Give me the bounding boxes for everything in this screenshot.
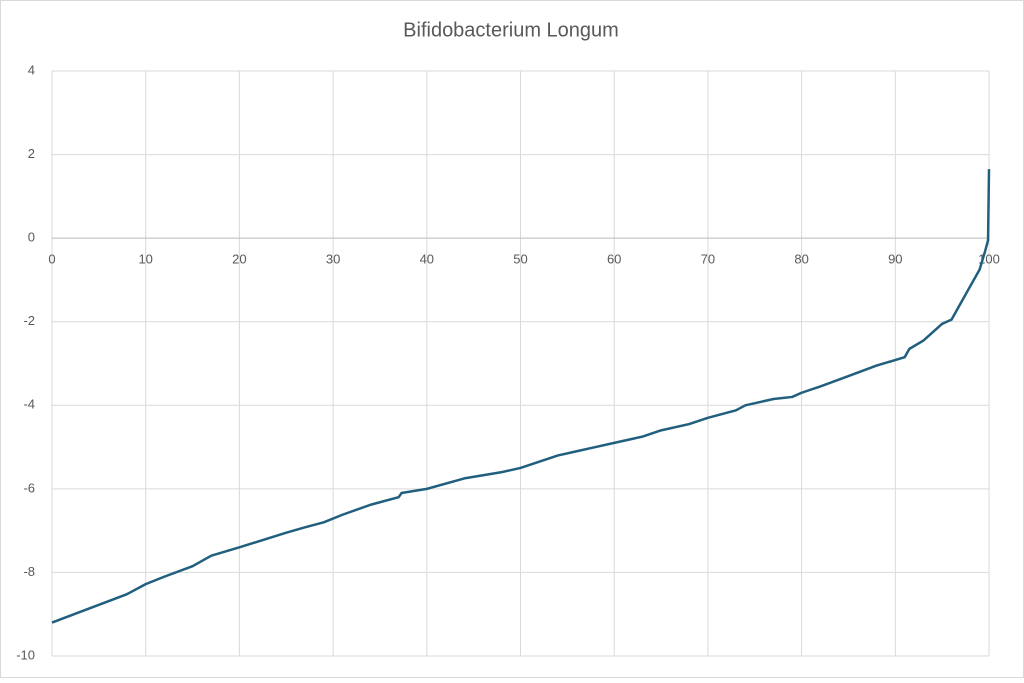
y-tick-label: -10: [16, 647, 35, 662]
x-tick-label: 80: [794, 252, 808, 267]
x-tick-label: 10: [138, 252, 152, 267]
x-tick-label: 50: [513, 252, 527, 267]
x-tick-label: 60: [607, 252, 621, 267]
x-tick-label: 20: [232, 252, 246, 267]
x-tick-label: 0: [48, 252, 55, 267]
x-tick-label: 40: [420, 252, 434, 267]
x-tick-label: 70: [701, 252, 715, 267]
y-tick-label: -4: [23, 397, 35, 412]
y-tick-label: -6: [23, 480, 35, 495]
line-series: [51, 169, 991, 624]
x-tick-label: 30: [326, 252, 340, 267]
y-tick-label: 0: [28, 230, 35, 245]
x-tick-label: 90: [888, 252, 902, 267]
y-tick-label: -8: [23, 564, 35, 579]
chart-title: Bifidobacterium Longum: [403, 19, 619, 41]
y-tick-label: 4: [28, 62, 35, 77]
y-tick-label: -2: [23, 313, 35, 328]
y-tick-label: 2: [28, 146, 35, 161]
